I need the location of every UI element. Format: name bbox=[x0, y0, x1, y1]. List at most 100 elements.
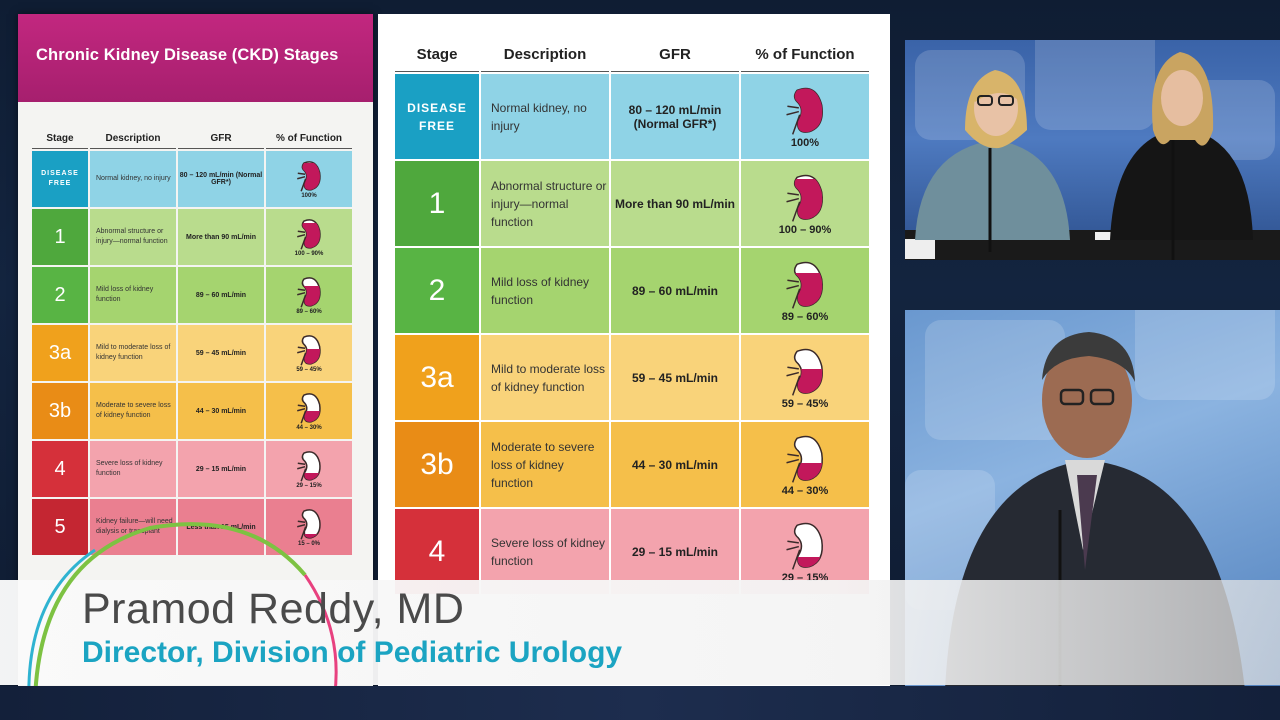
function-percent: 100 – 90% bbox=[778, 224, 832, 236]
gfr-cell: 89 – 60 mL/min bbox=[611, 248, 739, 333]
function-percent: 100 – 90% bbox=[294, 251, 324, 257]
function-cell: 100 – 90% bbox=[266, 209, 352, 265]
function-cell: 44 – 30% bbox=[741, 422, 869, 507]
function-percent: 100% bbox=[790, 137, 820, 149]
panelists-image bbox=[905, 52, 1280, 260]
stage-cell: 2 bbox=[32, 267, 88, 323]
kidney-icon bbox=[297, 393, 321, 424]
column-header: Stage bbox=[32, 128, 88, 149]
stage-cell: 4 bbox=[32, 441, 88, 497]
stage-row: 2 Mild loss of kidney function 89 – 60 mL/… bbox=[395, 248, 869, 333]
function-percent: 59 – 45% bbox=[296, 367, 322, 373]
function-cell: 29 – 15% bbox=[266, 441, 352, 497]
function-percent: 44 – 30% bbox=[781, 485, 829, 497]
gfr-cell: More than 90 mL/min bbox=[178, 209, 264, 265]
stage-row: 3b Moderate to severe loss of kidney func… bbox=[395, 422, 869, 507]
function-cell: 15 – 0% bbox=[266, 499, 352, 555]
kidney-icon bbox=[786, 261, 823, 309]
chart-header-banner: Chronic Kidney Disease (CKD) Stages bbox=[18, 14, 373, 102]
function-cell: 100% bbox=[266, 151, 352, 207]
speaker-title: Director, Division of Pediatric Urology bbox=[82, 636, 623, 669]
gfr-cell: 59 – 45 mL/min bbox=[611, 335, 739, 420]
stage-cell: 1 bbox=[395, 161, 479, 246]
description-cell: Normal kidney, no injury bbox=[90, 151, 176, 207]
column-header: Description bbox=[90, 128, 176, 149]
description-cell: Mild to moderate loss of kidney function bbox=[481, 335, 609, 420]
stage-cell: DISEASE FREE bbox=[395, 74, 479, 159]
function-percent: 89 – 60% bbox=[781, 311, 829, 323]
kidney-icon bbox=[297, 161, 321, 192]
description-cell: Mild to moderate loss of kidney function bbox=[90, 325, 176, 381]
kidney-icon bbox=[297, 509, 321, 540]
description-cell: Mild loss of kidney function bbox=[481, 248, 609, 333]
description-cell: Abnormal structure or injury—normal func… bbox=[481, 161, 609, 246]
stage-row: 3b Moderate to severe loss of kidney func… bbox=[32, 383, 352, 439]
kidney-icon bbox=[297, 335, 321, 366]
function-cell: 59 – 45% bbox=[741, 335, 869, 420]
stage-cell: 3b bbox=[32, 383, 88, 439]
kidney-icon bbox=[786, 435, 823, 483]
kidney-icon bbox=[297, 277, 321, 308]
stage-row: DISEASE FREE Normal kidney, no injury 80 –… bbox=[32, 151, 352, 207]
stage-cell: 3a bbox=[395, 335, 479, 420]
description-cell: Moderate to severe loss of kidney functi… bbox=[90, 383, 176, 439]
ckd-stages-slide: Stage Description GFR% of Function DISEASE… bbox=[378, 14, 890, 686]
function-percent: 29 – 15% bbox=[296, 483, 322, 489]
column-header: Description bbox=[481, 38, 609, 72]
video-feed-panel bbox=[905, 40, 1280, 260]
stage-cell: 4 bbox=[395, 509, 479, 594]
function-percent: 44 – 30% bbox=[296, 425, 322, 431]
function-cell: 29 – 15% bbox=[741, 509, 869, 594]
column-header: Stage bbox=[395, 38, 479, 72]
gfr-cell: Less than 15 mL/min bbox=[178, 499, 264, 555]
stage-cell: 2 bbox=[395, 248, 479, 333]
column-header: GFR bbox=[611, 38, 739, 72]
stage-row: 3a Mild to moderate loss of kidney functi… bbox=[32, 325, 352, 381]
function-percent: 100% bbox=[301, 193, 317, 199]
kidney-icon bbox=[297, 219, 321, 250]
gfr-cell: 80 – 120 mL/min (Normal GFR*) bbox=[178, 151, 264, 207]
chart-title: Chronic Kidney Disease (CKD) Stages bbox=[36, 46, 339, 64]
gfr-cell: 80 – 120 mL/min (Normal GFR*) bbox=[611, 74, 739, 159]
gfr-cell: 59 – 45 mL/min bbox=[178, 325, 264, 381]
function-cell: 89 – 60% bbox=[741, 248, 869, 333]
stage-cell: 1 bbox=[32, 209, 88, 265]
description-cell: Severe loss of kidney function bbox=[90, 441, 176, 497]
stage-row: DISEASE FREE Normal kidney, no injury 80 –… bbox=[395, 74, 869, 159]
kidney-icon bbox=[786, 174, 823, 222]
gfr-cell: 89 – 60 mL/min bbox=[178, 267, 264, 323]
function-cell: 89 – 60% bbox=[266, 267, 352, 323]
kidney-icon bbox=[786, 87, 823, 135]
stage-cell: DISEASE FREE bbox=[32, 151, 88, 207]
description-cell: Kidney failure—will need dialysis or tra… bbox=[90, 499, 176, 555]
function-cell: 100 – 90% bbox=[741, 161, 869, 246]
background-tile bbox=[925, 320, 1065, 440]
description-cell: Moderate to severe loss of kidney functi… bbox=[481, 422, 609, 507]
column-header: GFR bbox=[178, 128, 264, 149]
ckd-stages-table: Stage Description GFR% of Function DISEASE… bbox=[393, 36, 871, 596]
speaker-name: Pramod Reddy, MD bbox=[82, 585, 465, 633]
function-percent: 15 – 0% bbox=[297, 541, 321, 547]
kidney-icon bbox=[786, 348, 823, 396]
background-tile bbox=[1135, 310, 1275, 400]
stage-row: 4 Severe loss of kidney function 29 – 15 m… bbox=[395, 509, 869, 594]
gfr-cell: 44 – 30 mL/min bbox=[611, 422, 739, 507]
stage-row: 5 Kidney failure—will need dialysis or tr… bbox=[32, 499, 352, 555]
stage-cell: 3b bbox=[395, 422, 479, 507]
description-cell: Mild loss of kidney function bbox=[90, 267, 176, 323]
description-cell: Severe loss of kidney function bbox=[481, 509, 609, 594]
description-cell: Abnormal structure or injury—normal func… bbox=[90, 209, 176, 265]
function-cell: 44 – 30% bbox=[266, 383, 352, 439]
gfr-cell: 29 – 15 mL/min bbox=[178, 441, 264, 497]
column-header: % of Function bbox=[741, 38, 869, 72]
stage-row: 1 Abnormal structure or injury—normal fun… bbox=[32, 209, 352, 265]
bottom-bar bbox=[0, 686, 1280, 720]
kidney-icon bbox=[786, 522, 823, 570]
function-cell: 100% bbox=[741, 74, 869, 159]
function-cell: 59 – 45% bbox=[266, 325, 352, 381]
gfr-cell: More than 90 mL/min bbox=[611, 161, 739, 246]
background-tile bbox=[1035, 40, 1155, 130]
stage-cell: 5 bbox=[32, 499, 88, 555]
function-percent: 89 – 60% bbox=[296, 309, 322, 315]
stage-row: 1 Abnormal structure or injury—normal fun… bbox=[395, 161, 869, 246]
